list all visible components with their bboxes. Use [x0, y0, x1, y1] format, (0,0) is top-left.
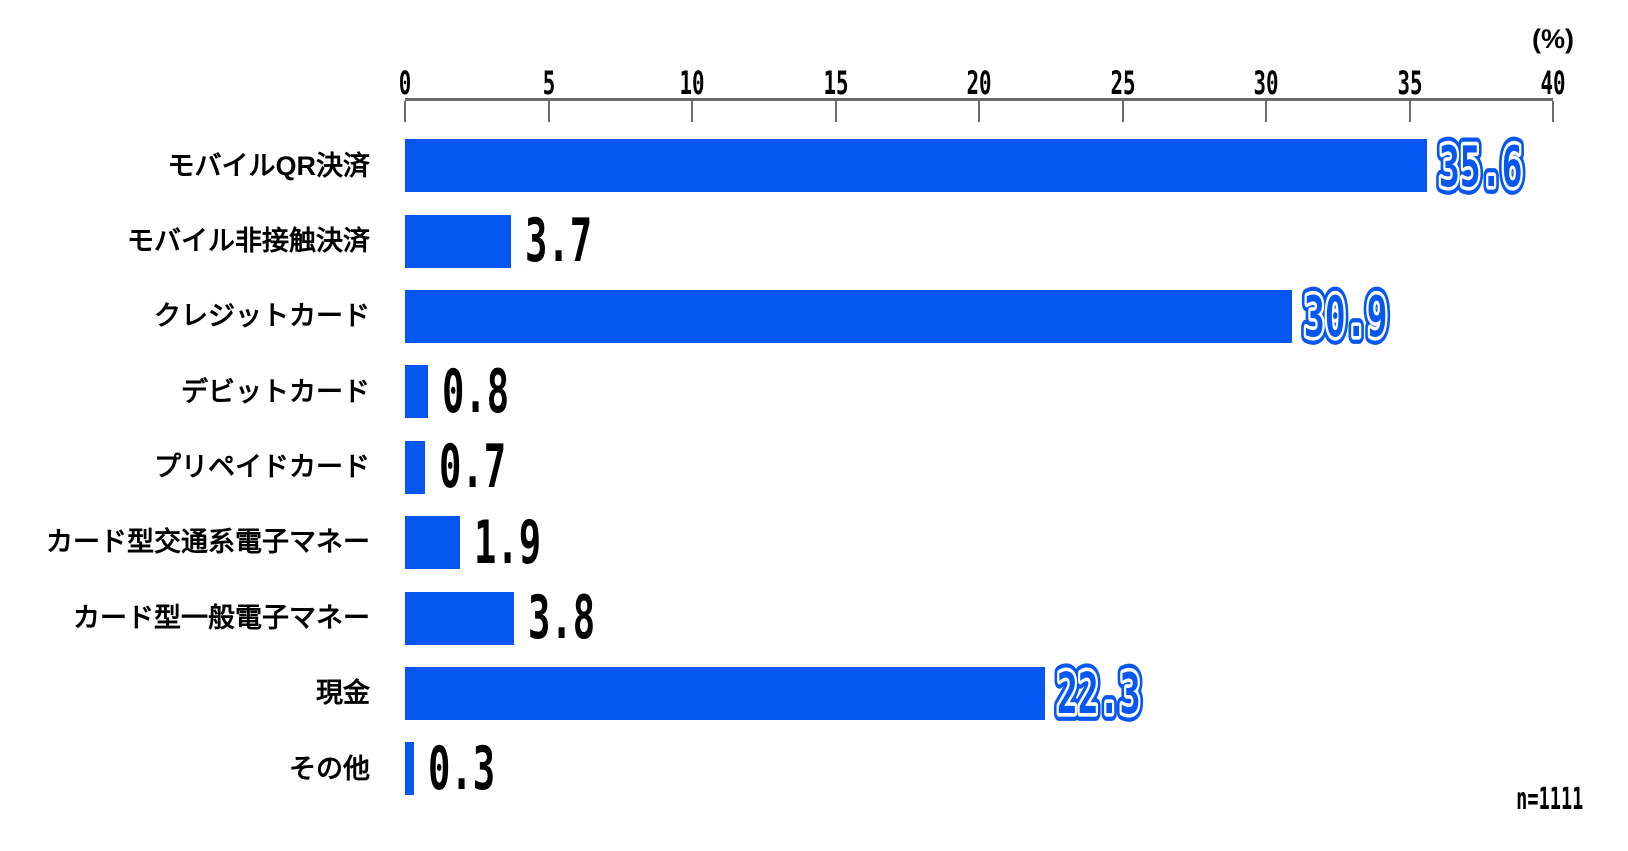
category-label: モバイル非接触決済 — [127, 225, 370, 256]
bar — [405, 591, 515, 645]
bar — [405, 139, 1427, 193]
row-plot-area: 0.3 — [405, 739, 1553, 799]
value-label: 0.7 — [439, 432, 507, 503]
chart-row: カード型交通系電子マネー 1.9 — [0, 505, 1553, 580]
bar — [405, 666, 1045, 720]
value-outline-front: 35.6 — [1439, 134, 1523, 199]
category-label: 現金 — [316, 678, 370, 709]
x-tick-label: 30 — [1253, 64, 1279, 102]
row-plot-area: 3.7 — [405, 211, 1553, 271]
x-tick-mark — [834, 101, 837, 122]
category-label: カード型交通系電子マネー — [46, 527, 370, 558]
category-label: デビットカード — [181, 376, 370, 407]
chart-row: モバイルQR決済 35.6 35.6 — [0, 128, 1553, 204]
bar — [405, 742, 414, 796]
bar — [405, 214, 512, 268]
bar — [405, 440, 426, 494]
x-tick-mark — [1552, 101, 1554, 122]
x-tick-label: 40 — [1540, 64, 1566, 102]
value-outline-front: 22.3 — [1057, 662, 1141, 727]
x-tick-label: 35 — [1396, 64, 1423, 102]
value-label: 0.3 — [427, 733, 495, 804]
row-plot-area: 1.9 — [405, 513, 1553, 573]
bar — [405, 289, 1292, 343]
bar-rows: モバイルQR決済 35.6 35.6 モバイル非接触決済 3.7 クレジットカー… — [0, 128, 1553, 807]
x-tick-label: 15 — [822, 64, 849, 102]
x-tick-mark — [547, 101, 550, 122]
chart-row: カード型一般電子マネー 3.8 — [0, 580, 1553, 655]
x-tick-label: 10 — [679, 64, 705, 102]
value-outline-back: 22.3 — [1057, 662, 1141, 727]
value-label: 0.8 — [441, 356, 510, 427]
category-label: モバイルQR決済 — [167, 150, 371, 181]
category-label: プリペイドカード — [154, 452, 370, 483]
x-tick-mark — [1121, 101, 1124, 122]
row-plot-area: 30.9 30.9 — [405, 280, 1553, 355]
x-tick-mark — [978, 101, 980, 122]
bar — [405, 365, 428, 419]
value-label: 3.7 — [525, 206, 593, 277]
row-plot-area: 22.3 22.3 — [405, 657, 1553, 732]
value-label: 1.9 — [473, 507, 541, 578]
value-label: 3.8 — [528, 583, 596, 654]
value-label-outlined: 30.9 30.9 — [1299, 280, 1393, 355]
x-tick-label: 5 — [542, 64, 555, 102]
row-plot-area: 3.8 — [405, 588, 1553, 648]
category-label: クレジットカード — [154, 301, 370, 332]
chart-row: 現金 22.3 22.3 — [0, 656, 1553, 732]
chart-row: クレジットカード 30.9 30.9 — [0, 279, 1553, 355]
x-tick-label: 25 — [1109, 64, 1136, 102]
x-axis-line — [405, 98, 1553, 101]
value-outline-front: 30.9 — [1304, 285, 1388, 350]
row-plot-area: 0.7 — [405, 437, 1553, 497]
x-tick-mark — [691, 101, 693, 122]
row-plot-area: 0.8 — [405, 362, 1553, 422]
value-label-outlined: 22.3 22.3 — [1052, 657, 1146, 732]
value-outline-back: 30.9 — [1304, 285, 1388, 350]
x-tick-mark — [404, 101, 406, 122]
x-tick-label: 0 — [398, 64, 412, 102]
value-label-outlined: 35.6 35.6 — [1434, 129, 1528, 204]
chart-row: モバイル非接触決済 3.7 — [0, 203, 1553, 278]
chart-row: プリペイドカード 0.7 — [0, 430, 1553, 505]
x-tick-mark — [1408, 101, 1411, 122]
x-tick-mark — [1265, 101, 1267, 122]
bar — [405, 516, 460, 570]
chart-row: デビットカード 0.8 — [0, 354, 1553, 429]
category-label: その他 — [289, 753, 370, 784]
category-label: カード型一般電子マネー — [73, 602, 370, 633]
x-tick-label: 20 — [966, 64, 992, 102]
sample-size-label: n=1111 — [1515, 782, 1583, 817]
chart-row: その他 0.3 — [0, 731, 1553, 806]
x-axis-unit-label: (%) — [1532, 24, 1574, 54]
row-plot-area: 35.6 35.6 — [405, 129, 1553, 204]
value-outline-back: 35.6 — [1439, 134, 1523, 199]
